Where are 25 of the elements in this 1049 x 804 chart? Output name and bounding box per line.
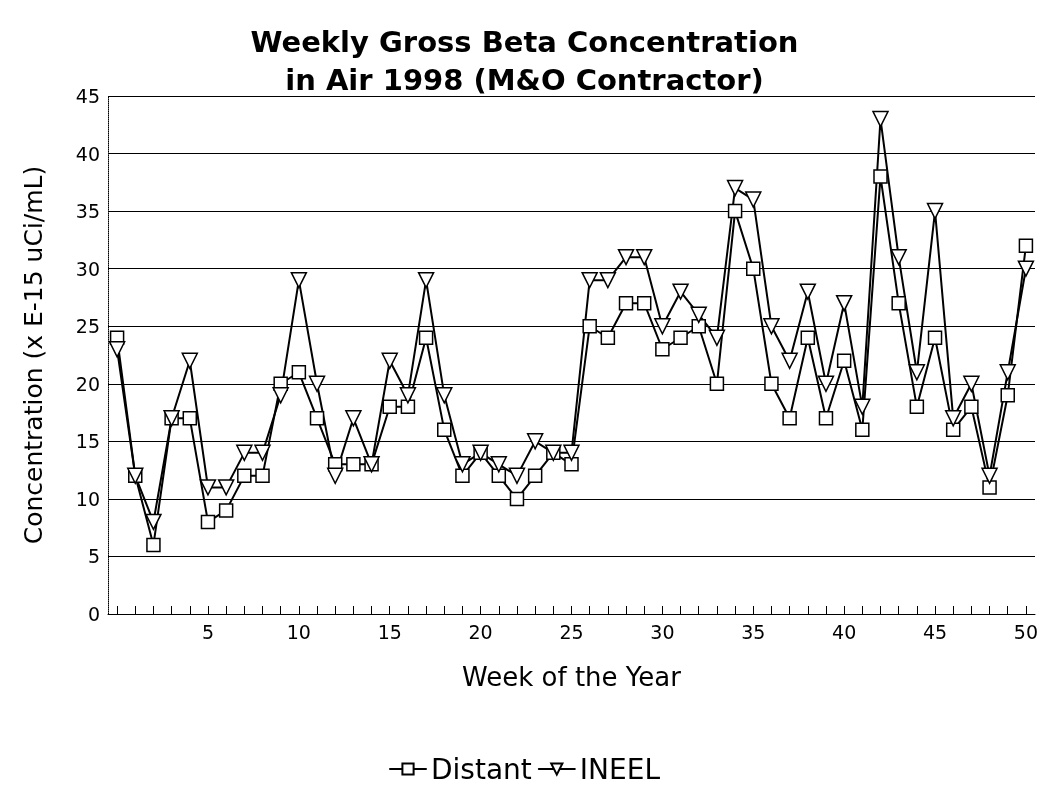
x-tick-label: 20	[468, 620, 493, 643]
x-tick-label: 50	[1013, 620, 1039, 643]
y-tick-label: 20	[75, 372, 100, 395]
x-tick-label: 5	[201, 620, 215, 643]
y-tick-label: 0	[87, 603, 100, 625]
y-tick-label: 15	[75, 430, 100, 453]
x-axis-title: Week of the Year	[462, 662, 682, 692]
x-tick-label: 25	[559, 620, 584, 643]
y-tick-label: 25	[75, 315, 100, 338]
x-tick-label: 30	[650, 620, 675, 643]
x-tick-label: 15	[377, 620, 402, 643]
y-tick-label: 40	[75, 142, 100, 165]
y-tick-label: 10	[75, 487, 100, 510]
y-tick-label: 5	[87, 545, 100, 568]
y-axis-title: Concentration (x E-15 uCi/mL)	[19, 165, 48, 545]
y-tick-label: 35	[75, 200, 100, 223]
y-tick-label: 45	[75, 85, 100, 107]
legend-label: INEEL	[579, 752, 661, 786]
chart-title: Weekly Gross Beta Concentration in Air 1998 (M&O Contractor)	[250, 25, 799, 97]
x-tick-label: 10	[286, 620, 311, 643]
x-tick-label: 45	[922, 620, 948, 643]
legend-label: Distant	[431, 752, 532, 786]
x-tick-label: 40	[832, 620, 857, 643]
y-tick-label: 30	[75, 257, 100, 280]
x-tick-label: 35	[741, 620, 766, 643]
